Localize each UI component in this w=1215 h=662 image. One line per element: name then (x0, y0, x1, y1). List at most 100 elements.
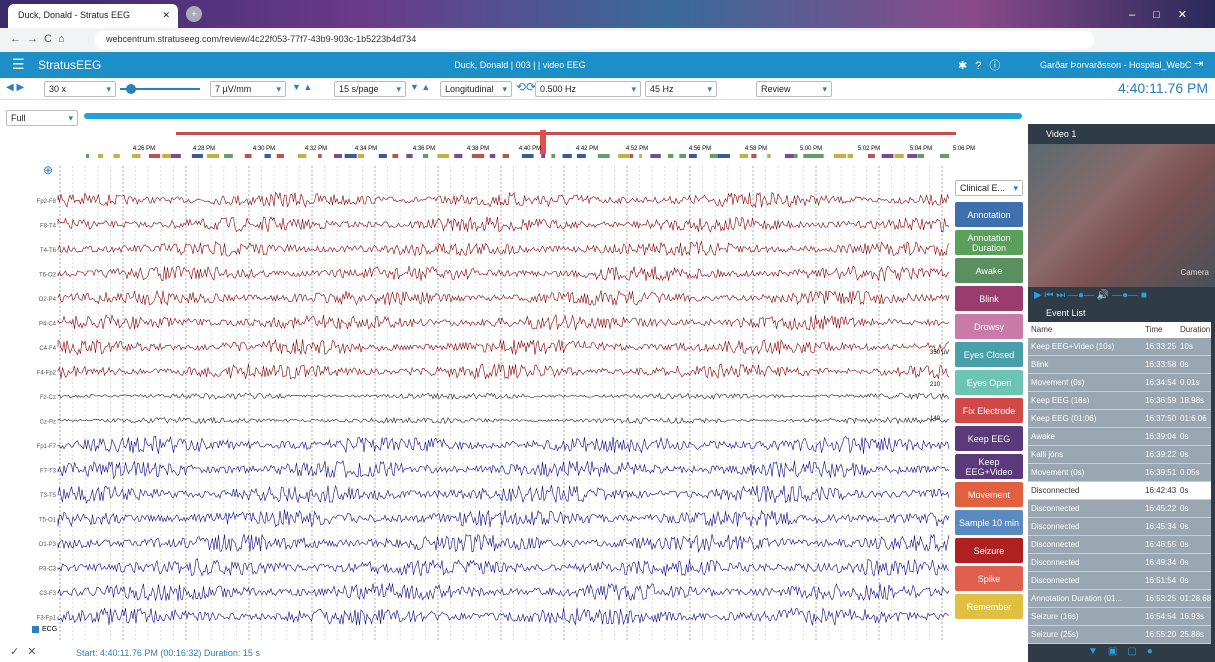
event-row[interactable]: Seizure (25s) 16:55:20 25.88s (1028, 626, 1211, 644)
event-row[interactable]: Disconnected 16:42:43 0s (1028, 482, 1211, 500)
high-filter-select[interactable]: 45 Hz (645, 81, 717, 97)
event-button[interactable]: Awake (955, 258, 1023, 283)
url[interactable]: webcentrum.stratuseeg.com/review/4c22f05… (94, 31, 1094, 49)
event-row[interactable]: Disconnected 16:45:34 0s (1028, 518, 1211, 536)
event-row[interactable]: Disconnected 16:45:22 0s (1028, 500, 1211, 518)
window-controls[interactable]: –□✕ (1129, 9, 1205, 21)
channel-label: Fp2-F8 (37, 199, 57, 205)
event-cell: 16:55:20 (1145, 630, 1177, 639)
event-row[interactable]: Awake 16:39:04 0s (1028, 428, 1211, 446)
timebase-arrows[interactable]: ▼ ▲ (410, 82, 431, 92)
event-row[interactable]: Annotation Duration (01... 16:53:25 01:28.… (1028, 590, 1211, 608)
event-button[interactable]: Blink (955, 286, 1023, 311)
event-cell: Seizure (16s) (1031, 612, 1079, 621)
eeg-trace (57, 607, 949, 626)
zoom-select[interactable]: Full (6, 110, 78, 126)
event-row[interactable]: Keep EEG+Video (10s) 16:33:25 10s (1028, 338, 1211, 356)
event-row[interactable]: Keep EEG (18s) 16:36:59 18.98s (1028, 392, 1211, 410)
event-button[interactable]: Fix Electrode (955, 398, 1023, 423)
event-button[interactable]: Sample 10 min (955, 510, 1023, 535)
menu-button[interactable]: ☰ (12, 56, 25, 72)
timeline-cursor (540, 130, 546, 154)
event-row[interactable]: Blink 16:33:58 0s (1028, 356, 1211, 374)
timeline-event (718, 154, 731, 158)
speed-slider[interactable] (120, 84, 200, 94)
timeline-tick-label: 4:56 PM (689, 146, 711, 152)
eeg-trace (57, 240, 950, 257)
event-row[interactable]: Disconnected 16:46:55 0s (1028, 536, 1211, 554)
event-category-select[interactable]: Clinical E... (955, 180, 1023, 196)
event-button[interactable]: Annotation Duration (955, 230, 1023, 255)
timeline-event (739, 154, 749, 158)
address-bar: ←→C⌂ webcentrum.stratuseeg.com/review/4c… (0, 28, 1215, 52)
timeline-event (833, 154, 847, 158)
eeg-trace (57, 533, 950, 553)
event-button[interactable]: Eyes Closed (955, 342, 1023, 367)
column-header: Name (1031, 325, 1053, 334)
timeline-event (811, 154, 824, 158)
low-filter-select[interactable]: 0.500 Hz (535, 81, 641, 97)
event-cell: Annotation Duration (01... (1031, 594, 1123, 603)
timeline-event (98, 154, 104, 158)
event-cell: 0.01s (1180, 378, 1200, 387)
event-row[interactable]: Movement (0s) 16:39:51 0.05s (1028, 464, 1211, 482)
event-button[interactable]: Keep EEG (955, 426, 1023, 451)
speed-select[interactable]: 30 x (44, 81, 116, 97)
montage-select[interactable]: Longitudinal (440, 81, 512, 97)
footer: ✓✕ Start: 4:40:11.76 PM (00:16:32) Durat… (0, 645, 1028, 662)
event-button[interactable]: Annotation (955, 202, 1023, 227)
new-tab[interactable]: + (186, 6, 202, 22)
event-row[interactable]: Seizure (16s) 16:54:54 16.93s (1028, 608, 1211, 626)
event-row[interactable]: Kalli jóns 16:39:22 0s (1028, 446, 1211, 464)
timeline-tick-label: 4:32 PM (305, 146, 327, 152)
timeline-tick-label: 4:26 PM (133, 146, 155, 152)
channel-label: T5-O1 (39, 518, 57, 524)
timebase-select[interactable]: 15 s/page (334, 81, 406, 97)
rotate-buttons[interactable]: ⟲⟳ (516, 80, 537, 94)
timeline-event (132, 154, 141, 158)
event-cell: Disconnected (1031, 486, 1080, 495)
channel-label: Cz-Pz (40, 420, 56, 426)
timeline-event (541, 154, 546, 158)
logout[interactable]: ⇥ (1194, 58, 1204, 70)
logo: StratusEEG (38, 58, 102, 72)
sensitivity-arrows[interactable]: ▼ ▲ (292, 82, 313, 92)
ecg-label: ECG (42, 626, 57, 633)
timeline-tick-label: 5:04 PM (910, 146, 932, 152)
timeline-range (176, 132, 956, 135)
event-button[interactable]: Eyes Open (955, 370, 1023, 395)
event-row[interactable]: Movement (0s) 16:34:54 0.01s (1028, 374, 1211, 392)
eeg-trace (57, 216, 950, 233)
mode-select[interactable]: Review (756, 81, 832, 97)
event-button[interactable]: Spike (955, 566, 1023, 591)
event-button[interactable]: Drowsy (955, 314, 1023, 339)
event-button[interactable]: Remember (955, 594, 1023, 619)
sensitivity-select[interactable]: 7 µV/mm (210, 81, 286, 97)
header-icons[interactable]: ✱?ⓘ (958, 60, 1009, 72)
video-controls[interactable]: ▶ ⏮ ⏭ —●— 🔊 —●— ■ (1034, 290, 1147, 301)
timeline-event (667, 154, 674, 158)
footer-icons[interactable]: ✓✕ (10, 646, 45, 658)
channel-label: F3-Fp1 (37, 616, 57, 622)
play-buttons[interactable]: ◀ ▶ (6, 82, 25, 93)
channel-label: T6-O2 (39, 273, 57, 279)
event-row[interactable]: Keep EEG (01:06) 16:37:50 01:6.06 (1028, 410, 1211, 428)
column-header: Time (1145, 325, 1163, 334)
timeline-event (502, 154, 509, 158)
event-button[interactable]: Keep EEG+Video (955, 454, 1023, 479)
event-list-columns: Name Time Duration (1028, 322, 1211, 338)
event-button[interactable]: Seizure (955, 538, 1023, 563)
nav-buttons[interactable]: ←→C⌂ (10, 33, 71, 45)
event-list-tools[interactable]: ▼▣▢● (1088, 646, 1163, 657)
event-button[interactable]: Movement (955, 482, 1023, 507)
event-row[interactable]: Disconnected 16:51:54 0s (1028, 572, 1211, 590)
event-cell: Keep EEG (18s) (1031, 396, 1090, 405)
eeg-trace (57, 558, 950, 577)
event-cell: 0s (1180, 522, 1189, 531)
tab[interactable]: Duck, Donald - Stratus EEG ✕ (8, 4, 178, 28)
event-row[interactable]: Disconnected 16:49:34 0s (1028, 554, 1211, 572)
event-cell: 16:49:34 (1145, 558, 1177, 567)
overview-bar[interactable] (84, 113, 1022, 119)
timeline-event (618, 154, 631, 158)
column-header: Duration (1180, 325, 1211, 334)
